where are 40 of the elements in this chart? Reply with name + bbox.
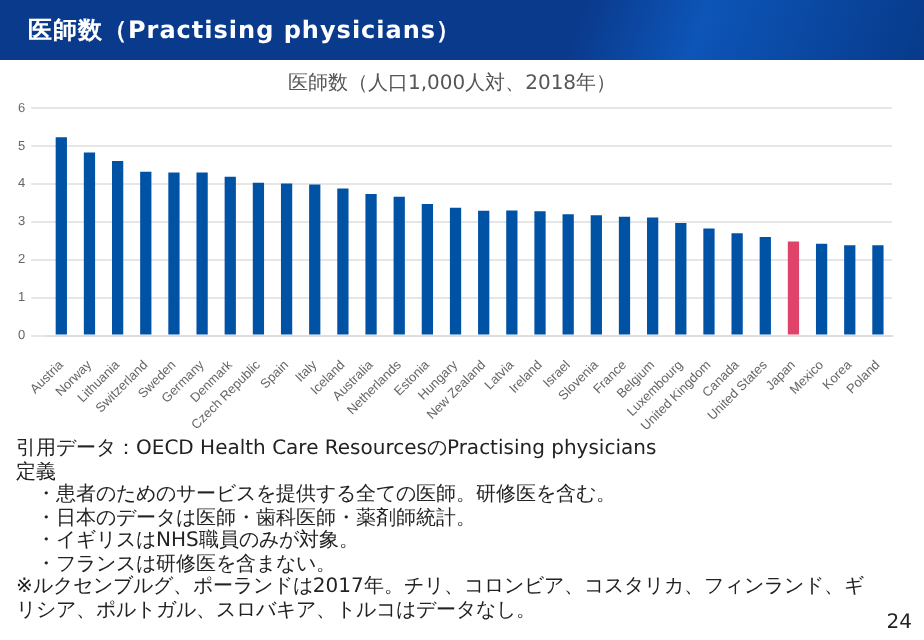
text: ※ルクセンブルグ、ポーランドは2017年。チリ、コロンビア、コスタリカ、フィンランド、ギリシア、ポルトガル、スロバキア、トルコはデータなし。 — [16, 576, 866, 622]
bar — [534, 211, 546, 335]
bar — [309, 184, 321, 335]
text: ・日本のデータは医師・歯科医師・薬剤師統計。 — [34, 507, 478, 529]
text: ・フランスは研修医を含まない。 — [34, 553, 338, 575]
bar — [647, 217, 659, 335]
chart-title: 医師数（Practising physicians） — [0, 0, 924, 60]
bar — [280, 183, 293, 335]
chart-subtitle: 医師数（人口1,000人対、2018年） — [287, 71, 617, 96]
bar — [618, 216, 631, 335]
bar — [196, 172, 208, 335]
text: 定義 — [16, 461, 56, 484]
bar — [224, 176, 236, 335]
bar — [140, 171, 152, 335]
bar — [787, 241, 800, 335]
bar — [55, 137, 67, 335]
bar — [478, 210, 490, 335]
text: 24 — [886, 612, 912, 634]
bar — [731, 233, 743, 335]
bar — [83, 152, 96, 335]
bar — [168, 172, 180, 335]
bar — [844, 245, 856, 335]
bar — [506, 210, 518, 335]
bar — [337, 188, 349, 335]
bar — [393, 196, 405, 335]
bar — [449, 207, 462, 335]
text: ・患者のためのサービスを提供する全ての医師。研修医を含む。 — [34, 484, 618, 507]
bar — [365, 194, 377, 335]
bar — [562, 214, 574, 335]
bar — [815, 243, 828, 335]
bar — [590, 215, 602, 335]
bar — [759, 236, 771, 335]
bar — [703, 228, 715, 335]
bar — [252, 182, 265, 335]
text: ・イギリスはNHS職員のみが対象。 — [34, 530, 361, 553]
text: 引用データ：OECD Health Care ResourcesのPractising physicians — [16, 438, 659, 461]
bar — [421, 203, 434, 335]
bar — [872, 245, 884, 335]
bar — [112, 161, 124, 335]
bar — [675, 222, 687, 335]
